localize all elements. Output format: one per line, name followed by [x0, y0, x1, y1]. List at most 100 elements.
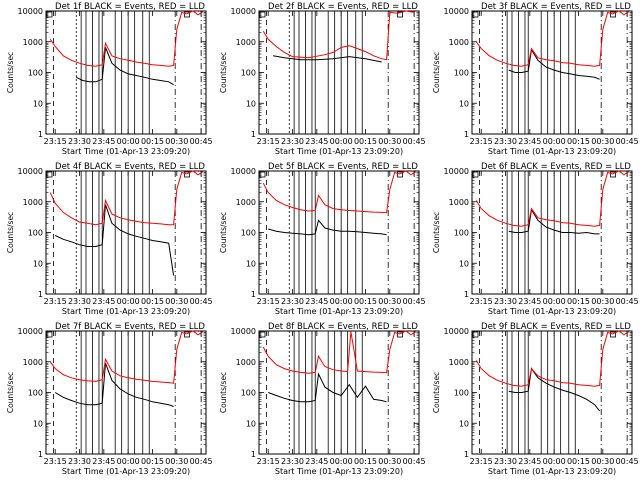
- start-marker-box: [46, 11, 53, 18]
- y-tick-label: 10: [246, 99, 256, 108]
- y-tick-label: 1: [464, 450, 469, 459]
- y-axis-label: Counts/sec: [219, 52, 228, 93]
- y-axis-label: Counts/sec: [6, 212, 15, 253]
- x-tick-label: 23:45: [518, 457, 541, 466]
- y-tick-label: 10000: [18, 7, 43, 16]
- x-tick-label: 23:45: [92, 457, 115, 466]
- start-marker-box: [472, 331, 479, 338]
- series-line-lld: [475, 330, 630, 387]
- x-tick-label: 00:30: [378, 137, 401, 146]
- start-marker-box: [46, 171, 53, 178]
- x-tick-label: 00:30: [591, 297, 614, 306]
- y-tick-label: 100: [28, 389, 43, 398]
- x-tick-label: 00:30: [591, 137, 614, 146]
- x-tick-label: 00:15: [567, 297, 590, 306]
- x-tick-label: 23:45: [518, 137, 541, 146]
- plot-panel-1: Det 1f BLACK = Events, RED = LLD 1 10 100 10…: [6, 2, 213, 156]
- y-tick-label: 10: [459, 259, 469, 268]
- y-tick-label: 10: [246, 419, 256, 428]
- x-tick-label: 00:15: [567, 137, 590, 146]
- end-marker-box: [184, 331, 190, 338]
- x-tick-label: 00:00: [543, 297, 566, 306]
- y-tick-label: 10: [459, 99, 469, 108]
- series-line-events: [268, 372, 387, 403]
- y-tick-label: 10000: [231, 7, 256, 16]
- x-tick-label: 23:45: [305, 137, 328, 146]
- x-tick-label: 23:30: [68, 137, 91, 146]
- start-marker-box: [472, 171, 479, 178]
- x-tick-label: 00:00: [330, 137, 353, 146]
- x-tick-label: 23:30: [281, 457, 304, 466]
- chart-title: Det 6f BLACK = Events, RED = LLD: [481, 162, 631, 172]
- chart-title: Det 3f BLACK = Events, RED = LLD: [481, 2, 631, 12]
- plot-panel-7: Det 7f BLACK = Events, RED = LLD 1 10 100 10…: [6, 322, 213, 476]
- y-axis-label: Counts/sec: [6, 52, 15, 93]
- y-tick-label: 1000: [449, 358, 469, 367]
- x-tick-label: 23:15: [470, 137, 493, 146]
- y-tick-label: 100: [241, 389, 256, 398]
- start-marker-box: [259, 11, 266, 18]
- y-tick-label: 1: [464, 290, 469, 299]
- x-tick-label: 23:45: [518, 297, 541, 306]
- x-axis-label: Start Time (01-Apr-13 23:09:20): [488, 307, 616, 316]
- x-tick-label: 00:45: [616, 457, 639, 466]
- x-axis-label: Start Time (01-Apr-13 23:09:20): [62, 467, 190, 476]
- end-marker-box: [610, 11, 616, 18]
- x-tick-label: 23:45: [305, 297, 328, 306]
- x-tick-label: 00:15: [567, 457, 590, 466]
- start-marker-box: [259, 171, 266, 178]
- plot-frame: [471, 330, 633, 455]
- x-tick-label: 00:00: [543, 137, 566, 146]
- x-tick-label: 00:00: [117, 297, 140, 306]
- x-tick-label: 00:45: [190, 137, 213, 146]
- x-tick-label: 00:45: [403, 457, 426, 466]
- end-marker-box: [397, 171, 403, 178]
- chart-title: Det 9f BLACK = Events, RED = LLD: [481, 322, 631, 332]
- x-tick-label: 23:15: [44, 457, 67, 466]
- x-tick-label: 23:15: [44, 297, 67, 306]
- y-tick-label: 1000: [236, 198, 256, 207]
- series-line-lld: [262, 330, 417, 374]
- x-axis-label: Start Time (01-Apr-13 23:09:20): [275, 467, 403, 476]
- y-axis-label: Counts/sec: [219, 372, 228, 413]
- x-tick-label: 23:15: [257, 137, 280, 146]
- y-tick-label: 100: [454, 389, 469, 398]
- y-tick-label: 1: [38, 450, 43, 459]
- x-tick-label: 00:30: [165, 457, 188, 466]
- y-tick-label: 1: [251, 290, 256, 299]
- x-tick-label: 00:45: [616, 137, 639, 146]
- x-tick-label: 23:15: [470, 457, 493, 466]
- y-tick-label: 1000: [236, 358, 256, 367]
- end-marker-box: [184, 171, 190, 178]
- y-tick-label: 1000: [236, 38, 256, 47]
- plot-panel-2: Det 2f BLACK = Events, RED = LLD 1 10 100 10…: [219, 2, 426, 156]
- y-tick-label: 1: [251, 450, 256, 459]
- x-tick-label: 00:00: [117, 137, 140, 146]
- start-marker-box: [259, 331, 266, 338]
- x-tick-label: 23:30: [494, 297, 517, 306]
- y-tick-label: 100: [454, 69, 469, 78]
- end-marker-box: [397, 11, 403, 18]
- y-tick-label: 10000: [231, 327, 256, 336]
- chart-title: Det 1f BLACK = Events, RED = LLD: [55, 2, 205, 12]
- end-marker-box: [610, 331, 616, 338]
- x-tick-label: 23:30: [68, 457, 91, 466]
- y-tick-label: 10000: [444, 167, 469, 176]
- plot-panel-3: Det 3f BLACK = Events, RED = LLD 1 10 100 10…: [432, 2, 639, 156]
- y-tick-label: 1: [251, 130, 256, 139]
- y-tick-label: 1000: [449, 38, 469, 47]
- y-tick-label: 1: [464, 130, 469, 139]
- y-tick-label: 1000: [23, 38, 43, 47]
- y-tick-label: 1000: [23, 198, 43, 207]
- y-tick-label: 1000: [449, 198, 469, 207]
- x-tick-label: 23:45: [92, 137, 115, 146]
- y-tick-label: 10000: [444, 7, 469, 16]
- plot-frame: [258, 10, 420, 135]
- end-marker-box: [610, 171, 616, 178]
- plot-panel-9: Det 9f BLACK = Events, RED = LLD 1 10 100 10…: [432, 322, 639, 476]
- y-tick-label: 10000: [18, 327, 43, 336]
- series-line-events: [268, 219, 387, 236]
- chart-title: Det 5f BLACK = Events, RED = LLD: [268, 162, 418, 172]
- y-tick-label: 10000: [444, 327, 469, 336]
- series-line-lld: [262, 170, 417, 214]
